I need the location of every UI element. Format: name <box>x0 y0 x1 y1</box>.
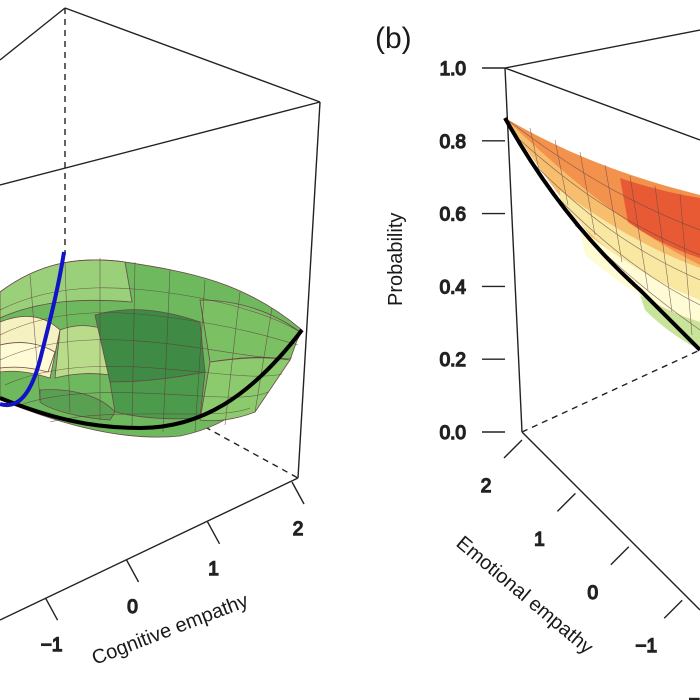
panel-a-x-axis-title: Cognitive empathy <box>89 590 252 670</box>
panel-b-x-axis-title: Emotional empathy <box>452 532 597 659</box>
panel-a-x-tick-label: 1 <box>208 559 219 580</box>
panel-b-z-tick-label: 0.0 <box>440 423 466 444</box>
panel-b-x-tick <box>503 439 523 459</box>
panel-a-x-tick <box>291 481 305 505</box>
panel-a-curve-blue <box>0 251 66 408</box>
panel-b-x-tick <box>610 546 630 566</box>
panel-a-x-tick <box>206 521 221 545</box>
panel-a-x-tick <box>125 559 140 583</box>
panel-b-x-tick <box>663 599 683 619</box>
panel-b: (b) <box>375 22 700 700</box>
panel-a-x-tick <box>44 597 59 621</box>
panel-a-x-tick-label: −1 <box>41 635 63 656</box>
panel-b-label: (b) <box>375 22 412 55</box>
panel-b-surface <box>504 117 700 350</box>
panel-b-z-tick-label: 1.0 <box>440 59 466 80</box>
panel-b-z-axis-title: Probability <box>385 213 407 306</box>
panel-b-z-tick-label: 0.4 <box>440 277 467 298</box>
panel-b-z-tick-label: 0.8 <box>440 132 466 153</box>
panel-b-x-ticks: 2 1 0 −1 −2 <box>480 439 700 700</box>
panel-b-z-tick-label: 0.2 <box>440 350 466 371</box>
panel-b-z-tick-label: 0.6 <box>440 205 466 226</box>
panel-b-x-tick-label: 2 <box>481 476 492 497</box>
panel-b-curve-black <box>503 117 700 352</box>
panel-b-x-tick <box>556 492 576 512</box>
panel-b-x-tick-label: −2 <box>689 690 700 700</box>
panel-b-z-ticks: 0.0 0.2 0.4 0.6 0.8 1.0 <box>439 58 505 445</box>
panel-b-x-tick-label: 1 <box>534 529 545 550</box>
panel-a-curve-black <box>0 328 304 431</box>
panel-b-x-tick-label: 0 <box>588 583 599 604</box>
panel-a-x-tick-label: 2 <box>293 519 304 540</box>
panel-a-x-tick-label: 0 <box>127 597 138 618</box>
panel-b-x-tick-label: −1 <box>635 636 657 657</box>
panel-a-box <box>0 7 321 621</box>
panel-b-box <box>504 29 700 611</box>
panel-a-surface <box>0 258 303 438</box>
